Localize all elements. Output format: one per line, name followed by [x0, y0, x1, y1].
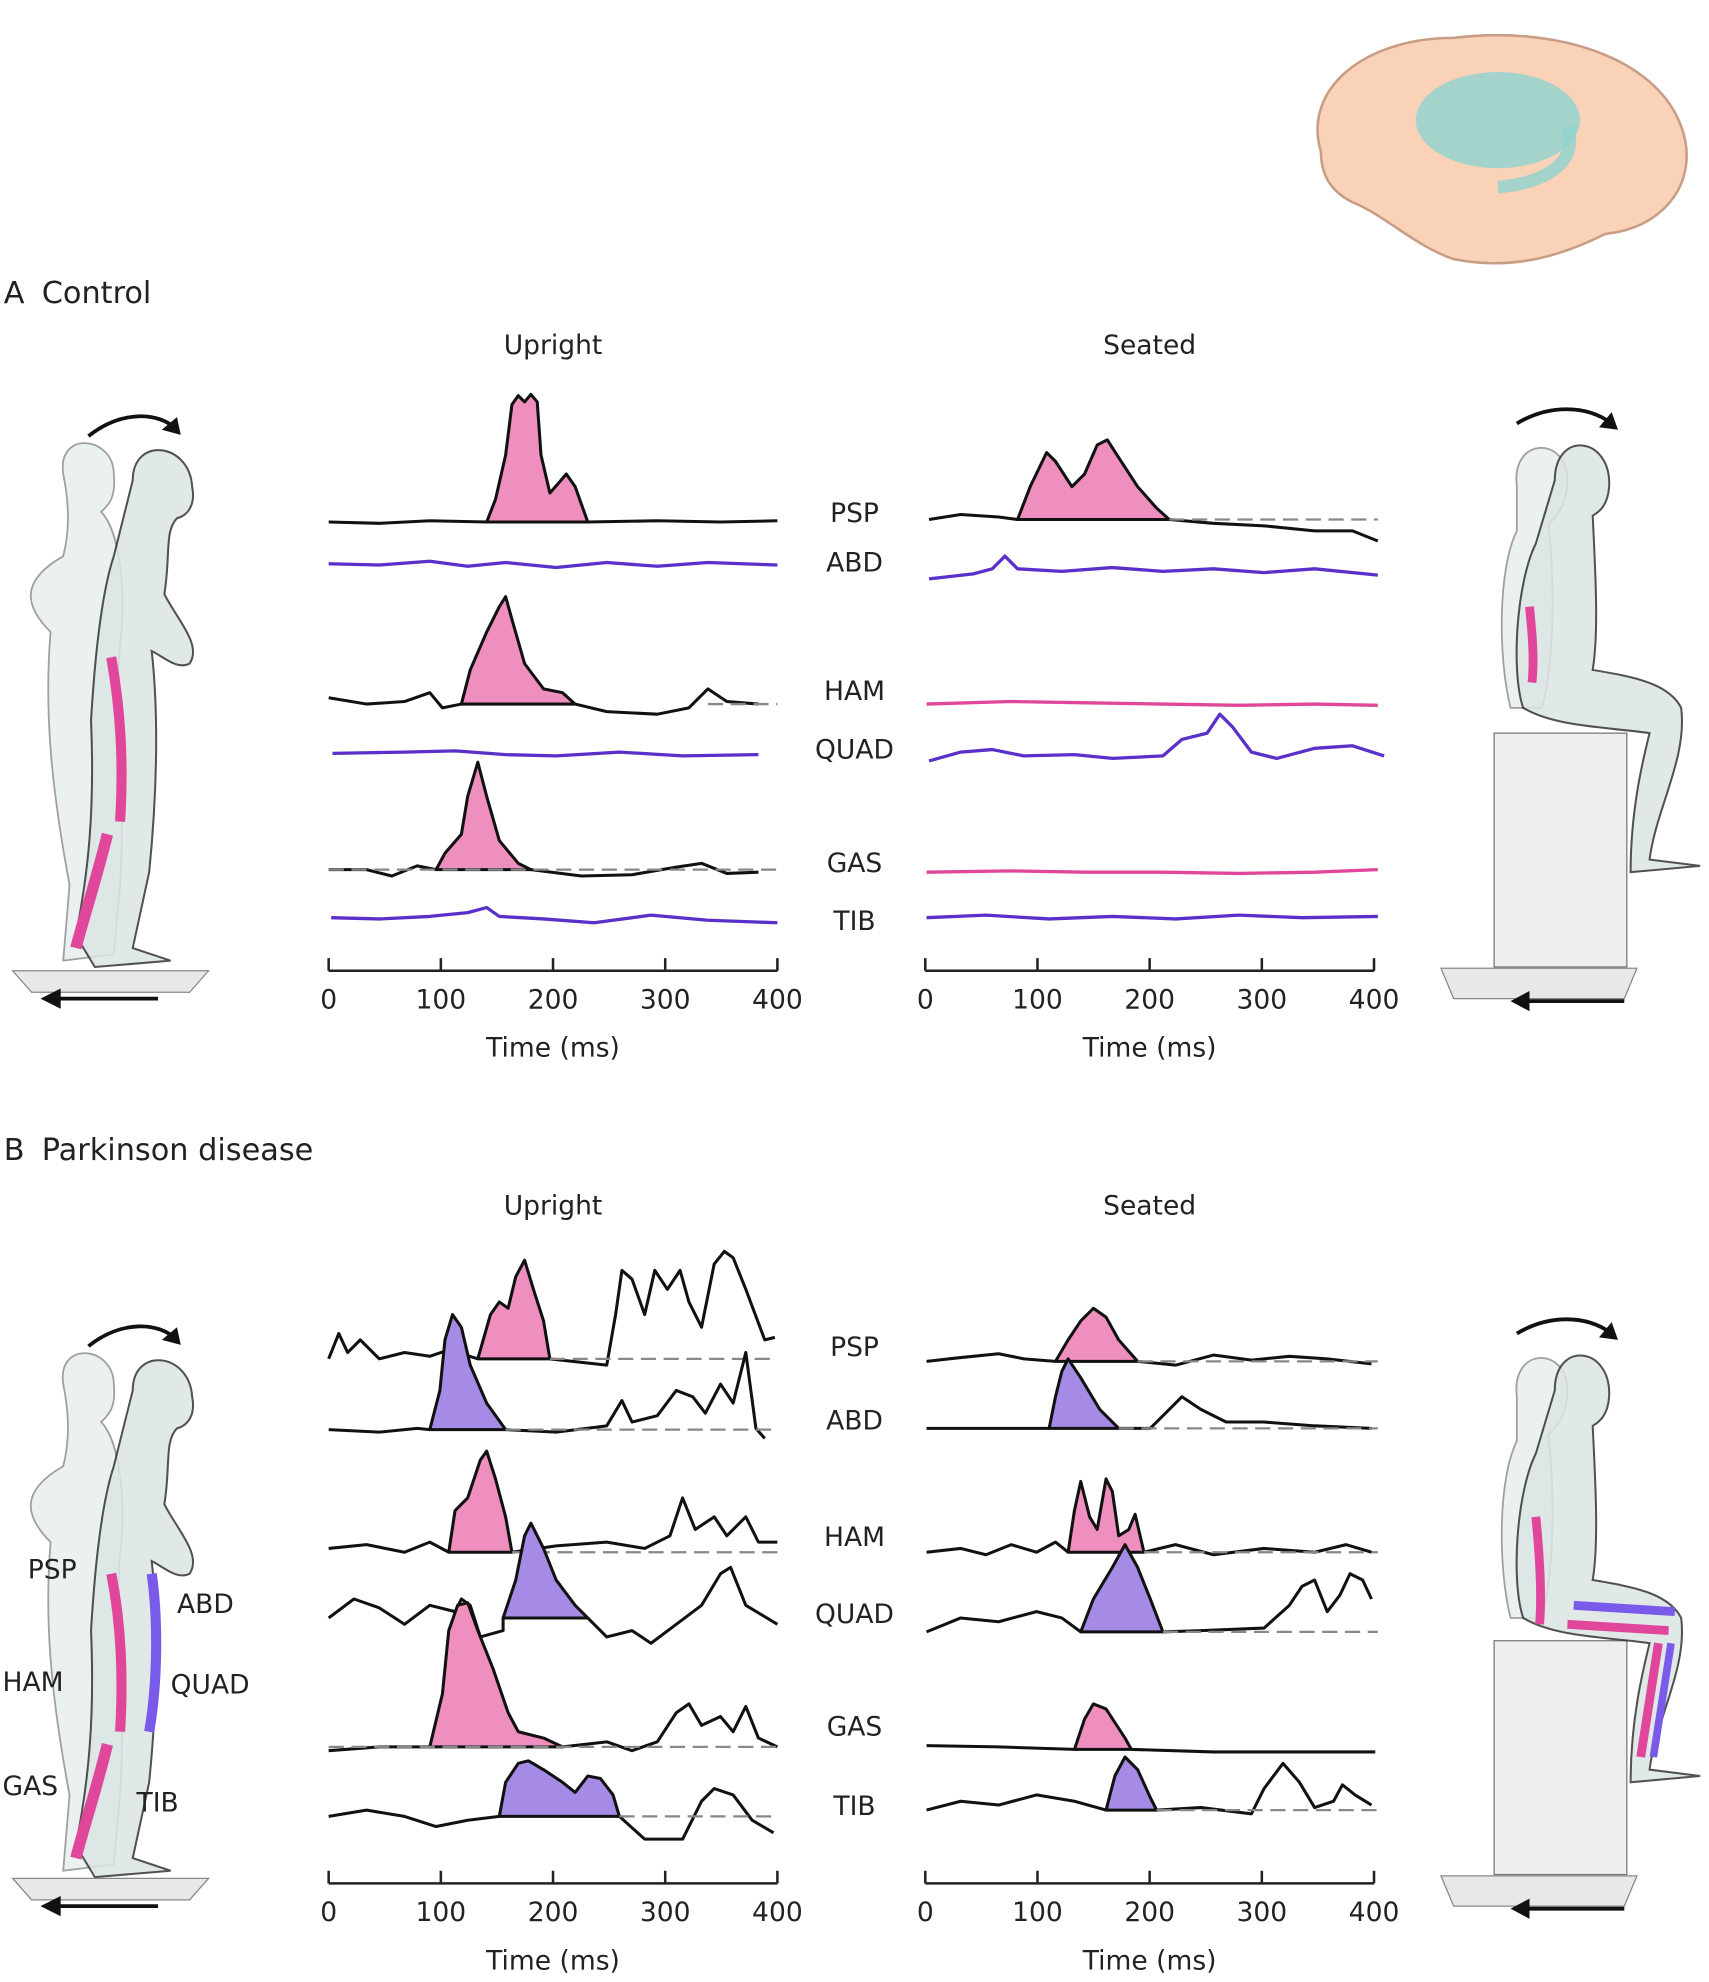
figure-muscle-label: TIB: [136, 1787, 179, 1818]
x-tick-label: 400: [1349, 985, 1400, 1016]
muscle-label: ABD: [826, 1406, 883, 1437]
figure-muscle-label: ABD: [177, 1589, 234, 1620]
x-tick-label: 200: [528, 985, 579, 1016]
muscle-label: TIB: [832, 906, 875, 937]
labels-and-axes: A Control Upright 0 100 200 300 400 Time (ms) Sea…: [3, 276, 1400, 1976]
brain-icon: [1316, 34, 1688, 265]
x-tick-label: 300: [1237, 1897, 1288, 1928]
x-tick-label: 100: [416, 1897, 467, 1928]
x-axis-label: Time (ms): [485, 1945, 620, 1976]
seated-figure-a: [1440, 407, 1701, 1012]
x-tick-label: 0: [917, 985, 934, 1016]
figure-muscle-label: GAS: [3, 1771, 59, 1802]
muscle-label: HAM: [824, 1522, 885, 1553]
x-tick-label: 400: [752, 1897, 803, 1928]
muscle-label: PSP: [830, 1332, 879, 1363]
emg-traces-a-seated: [926, 438, 1385, 921]
emg-traces-b-seated: [925, 1306, 1378, 1816]
x-tick-label: 200: [1124, 1897, 1175, 1928]
x-tick-label: 100: [1012, 1897, 1063, 1928]
emg-traces-b-upright: [327, 1249, 779, 1841]
plot-title: Upright: [504, 330, 603, 361]
x-tick-label: 300: [1237, 985, 1288, 1016]
x-tick-label: 200: [1124, 985, 1175, 1016]
muscle-label: GAS: [827, 1711, 883, 1742]
seated-figure-b: [1440, 1317, 1701, 1919]
x-tick-label: 400: [752, 985, 803, 1016]
x-tick-label: 400: [1349, 1897, 1400, 1928]
emg-traces-a-upright: [328, 392, 778, 925]
standing-figure-b: [11, 1324, 210, 1917]
muscle-label: QUAD: [815, 734, 894, 765]
plot-title: Seated: [1103, 1191, 1196, 1222]
x-tick-label: 0: [320, 1897, 337, 1928]
x-tick-label: 300: [640, 1897, 691, 1928]
x-tick-label: 300: [640, 985, 691, 1016]
figure-muscle-label: QUAD: [171, 1670, 250, 1701]
plot-title: Seated: [1103, 330, 1196, 361]
muscle-label: ABD: [826, 547, 883, 578]
panel-letter: A: [4, 276, 25, 311]
x-axis-label: Time (ms): [1082, 1945, 1217, 1976]
figure-muscle-label: HAM: [3, 1667, 64, 1698]
x-tick-label: 100: [1012, 985, 1063, 1016]
panel-title: Parkinson disease: [42, 1133, 314, 1168]
panel-title: Control: [42, 276, 152, 311]
muscle-label: QUAD: [815, 1599, 894, 1630]
x-axis-label: Time (ms): [1082, 1033, 1217, 1064]
muscle-label: GAS: [827, 848, 883, 879]
standing-figure-a: [11, 414, 210, 1009]
x-tick-label: 100: [416, 985, 467, 1016]
panel-letter: B: [4, 1133, 25, 1168]
x-tick-label: 200: [528, 1897, 579, 1928]
x-tick-label: 0: [917, 1897, 934, 1928]
x-tick-label: 0: [320, 985, 337, 1016]
muscle-label: HAM: [824, 676, 885, 707]
x-axis-label: Time (ms): [485, 1033, 620, 1064]
muscle-label: TIB: [832, 1791, 875, 1822]
plot-title: Upright: [504, 1191, 603, 1222]
muscle-label: PSP: [830, 498, 879, 529]
figure-muscle-label: PSP: [28, 1555, 77, 1586]
